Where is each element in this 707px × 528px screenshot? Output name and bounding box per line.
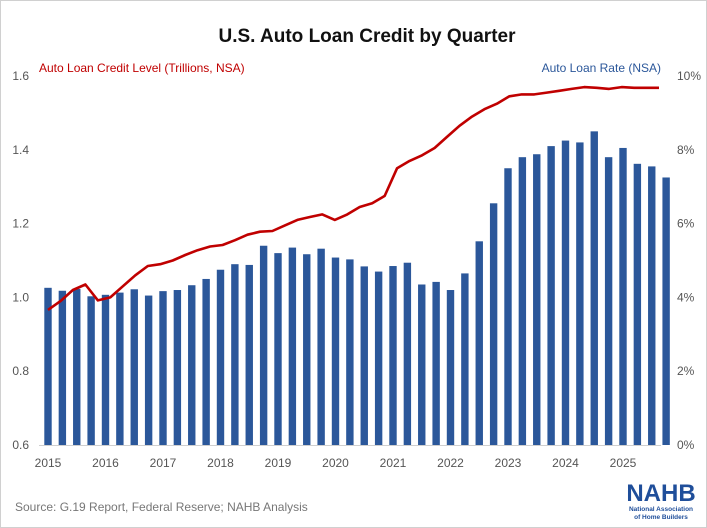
rate-bar (662, 177, 670, 446)
rate-bar (202, 278, 210, 445)
rate-bar (274, 253, 282, 445)
rate-bar (173, 290, 182, 445)
x-tick-label: 2025 (610, 456, 637, 470)
rate-bar (159, 291, 167, 445)
right-tick-label: 6% (677, 217, 695, 231)
rate-bar (116, 292, 124, 445)
rate-bar (518, 157, 527, 445)
x-tick-label: 2017 (150, 456, 177, 470)
logo-text: NAHB (626, 480, 695, 507)
nahb-logo: NAHB National Association of Home Builde… (626, 480, 695, 521)
rate-bar (73, 288, 81, 445)
rate-bar (604, 157, 613, 445)
rate-bar (547, 146, 555, 446)
right-tick-label: 4% (677, 290, 695, 304)
left-tick-label: 1.0 (12, 290, 29, 304)
logo-subtitle-line1: National Association (629, 506, 693, 513)
rate-bar (648, 166, 656, 445)
logo-subtitle-line2: of Home Builders (634, 514, 688, 521)
rate-bar (331, 257, 340, 445)
rate-bar (317, 248, 325, 445)
rate-bar (303, 254, 311, 445)
rate-bar (101, 294, 110, 445)
rate-bar (619, 147, 627, 445)
rate-bar (216, 269, 225, 445)
rate-bar (504, 168, 512, 445)
rate-bar (44, 287, 52, 445)
left-axis-label: Auto Loan Credit Level (Trillions, NSA) (39, 61, 245, 75)
right-tick-label: 10% (677, 69, 701, 83)
rate-bar (231, 264, 239, 445)
right-axis-ticks: 0% 2% 4% 6% 8% 10% (677, 69, 701, 452)
rate-bar (461, 273, 469, 445)
right-tick-label: 0% (677, 438, 695, 452)
x-tick-label: 2021 (380, 456, 407, 470)
rate-bar (389, 266, 397, 445)
x-tick-label: 2020 (322, 456, 349, 470)
x-tick-label: 2023 (495, 456, 522, 470)
rate-bar (533, 154, 541, 446)
left-tick-label: 1.6 (12, 69, 29, 83)
rate-bar (259, 245, 268, 445)
rate-bar (130, 289, 138, 445)
rate-bar (633, 163, 642, 445)
rate-bar (188, 285, 196, 445)
rate-bar (561, 140, 570, 445)
x-tick-label: 2015 (35, 456, 62, 470)
x-tick-label: 2024 (552, 456, 579, 470)
rate-bar (576, 142, 584, 446)
bar-series (44, 131, 670, 446)
rate-bar (346, 259, 354, 445)
left-tick-label: 0.8 (12, 364, 29, 378)
rate-bar (475, 241, 483, 445)
x-tick-label: 2022 (437, 456, 464, 470)
x-tick-label: 2018 (207, 456, 234, 470)
x-tick-label: 2016 (92, 456, 119, 470)
rate-bar (418, 284, 426, 445)
rate-bar (403, 262, 412, 445)
rate-bar (245, 264, 253, 445)
right-tick-label: 8% (677, 143, 695, 157)
left-tick-label: 0.6 (12, 438, 29, 452)
source-note: Source: G.19 Report, Federal Reserve; NA… (15, 500, 308, 514)
x-axis-ticks: 2015 2016 2017 2018 2019 2020 2021 2022 2023 2024… (35, 456, 637, 470)
left-tick-label: 1.4 (12, 143, 29, 157)
rate-bar (590, 131, 598, 445)
right-tick-label: 2% (677, 364, 695, 378)
right-axis-label: Auto Loan Rate (NSA) (542, 61, 661, 75)
rate-bar (288, 247, 297, 445)
chart-title: U.S. Auto Loan Credit by Quarter (219, 26, 517, 47)
rate-bar (489, 203, 498, 445)
rate-bar (360, 266, 368, 445)
rate-bar (58, 290, 67, 445)
left-tick-label: 1.2 (12, 217, 29, 231)
rate-bar (446, 290, 455, 445)
rate-bar (144, 295, 153, 445)
credit-level-line (47, 85, 659, 311)
x-tick-label: 2019 (265, 456, 292, 470)
rate-bar (87, 296, 95, 445)
rate-bar (374, 271, 383, 445)
left-axis-ticks: 0.6 0.8 1.0 1.2 1.4 1.6 (12, 69, 29, 452)
rate-bar (432, 281, 440, 445)
